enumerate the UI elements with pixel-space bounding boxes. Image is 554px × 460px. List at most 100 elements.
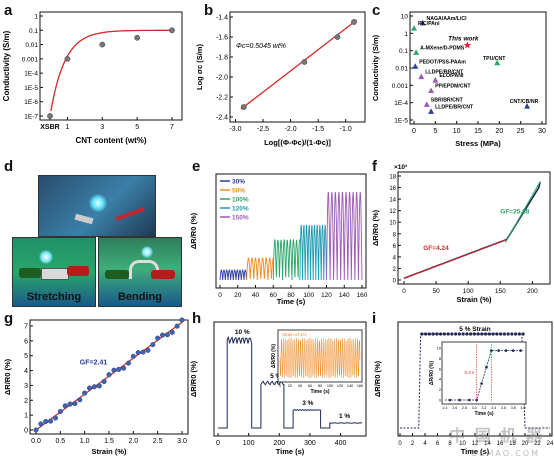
inset-x-tick-label: 40 bbox=[298, 384, 302, 388]
data-point bbox=[442, 332, 446, 336]
legend-label: 150% bbox=[232, 215, 249, 222]
legend-label: 100% bbox=[232, 197, 249, 204]
data-point bbox=[439, 332, 443, 336]
inset-x-tick-label: 3.2 bbox=[482, 406, 487, 410]
y-tick-label: -1.4 bbox=[216, 15, 228, 22]
x-tick-label: 30 bbox=[538, 128, 546, 135]
photo-stretching: Stretching bbox=[12, 237, 96, 307]
inset-point bbox=[511, 349, 515, 352]
inset-y-tick-label: 10 bbox=[437, 347, 441, 351]
x-tick-label: 4 bbox=[423, 441, 427, 447]
data-point bbox=[431, 332, 435, 336]
y-axis-label: ΔR/R0 (%) bbox=[373, 360, 382, 397]
x-tick-label: -2.0 bbox=[285, 126, 297, 133]
x-tick-label: 140 bbox=[339, 292, 350, 299]
inset-x-label: Time (s) bbox=[474, 411, 493, 417]
triangle-marker bbox=[524, 103, 531, 109]
x-axis-label: Stress (MPa) bbox=[455, 139, 501, 148]
x-tick-label: 2 bbox=[411, 441, 415, 447]
inset-x-tick-label: 160 bbox=[357, 384, 363, 388]
data-point bbox=[469, 332, 473, 336]
data-point bbox=[510, 332, 514, 336]
glow-icon bbox=[141, 246, 153, 258]
data-point bbox=[465, 332, 469, 336]
annotation-10pct: 10 % bbox=[235, 329, 250, 336]
x-tick-label: 0 bbox=[218, 292, 222, 299]
clip-red-icon bbox=[151, 270, 175, 279]
legend-label: 120% bbox=[232, 206, 249, 213]
x-tick-label: 200 bbox=[527, 288, 538, 295]
x-tick-label: 100 bbox=[463, 288, 474, 295]
y-tick-label: 1E-4 bbox=[394, 100, 408, 107]
data-point bbox=[116, 366, 122, 372]
inset-line bbox=[279, 337, 361, 379]
y-axis-label: ΔR/R0 (%) bbox=[189, 360, 198, 397]
triangle-marker bbox=[423, 101, 430, 107]
data-point bbox=[446, 332, 450, 336]
inset-x-tick-label: 3.8 bbox=[511, 406, 516, 410]
chart-b: -3.0 -2.5 -2.0 -1.5 -1.0 -2.4 -2.2 -2.0 -1.8 -1.6… bbox=[195, 11, 366, 147]
series-line-30% bbox=[219, 268, 248, 281]
legend-label: 30% bbox=[232, 179, 245, 186]
clip-green-icon bbox=[19, 268, 41, 278]
chart-f: 0 50 100 150 200 0 2 4 6 8 10 12 14 16 18 ×10³ GF=4.24 GF… bbox=[371, 164, 551, 304]
x-tick-label: 25 bbox=[517, 128, 525, 135]
triangle-marker bbox=[413, 49, 420, 55]
x-tick-label: 3.0 bbox=[177, 438, 187, 445]
y-tick-label: 10 bbox=[401, 14, 409, 21]
x-tick-label: 400 bbox=[335, 440, 347, 447]
y-tick-label: 0.01 bbox=[395, 66, 408, 73]
data-point bbox=[150, 342, 156, 348]
x-tick-label: 16 bbox=[497, 441, 504, 447]
x-tick-label: 6 bbox=[436, 441, 440, 447]
data-point bbox=[96, 383, 102, 389]
x-tick-label: XSBR bbox=[40, 124, 59, 131]
data-point bbox=[179, 317, 185, 323]
y-tick-label: 1E-6 bbox=[24, 99, 38, 106]
point-label: ELO/PANI bbox=[439, 73, 464, 79]
point-label: PIC/PAni bbox=[418, 21, 440, 27]
y-tick-label: 1 bbox=[404, 31, 408, 38]
data-point bbox=[125, 360, 131, 366]
inset-point bbox=[485, 365, 488, 369]
photo-led-circuit bbox=[38, 175, 156, 237]
series-line-120% bbox=[299, 224, 327, 281]
x-tick-label: 2.5 bbox=[153, 438, 163, 445]
data-point bbox=[424, 332, 428, 336]
panel-label-c: c bbox=[372, 2, 381, 19]
inset-x-tick-label: 2.4 bbox=[443, 406, 448, 410]
inset-point bbox=[504, 349, 508, 352]
y-tick-label: 2 bbox=[24, 398, 28, 405]
fit-line-high bbox=[504, 181, 541, 243]
data-point bbox=[435, 332, 439, 336]
data-point bbox=[91, 384, 97, 390]
x-axis-label: Time (s) bbox=[277, 297, 306, 306]
x-axis-label: Time (s) bbox=[276, 447, 305, 456]
x-tick-label: 3 bbox=[100, 124, 104, 131]
y-axis-label: ΔR/R0 (%) bbox=[189, 212, 198, 249]
inset-point bbox=[519, 349, 522, 352]
data-point bbox=[491, 332, 495, 336]
plot-frame bbox=[39, 11, 183, 121]
triangle-marker bbox=[432, 77, 439, 83]
x-tick-label: 120 bbox=[321, 292, 332, 299]
y-tick-label: 6 bbox=[24, 338, 28, 345]
point-label: A-MXene/D-PDMS bbox=[420, 45, 465, 51]
x-tick-label: 14 bbox=[484, 441, 491, 447]
data-point bbox=[48, 418, 54, 424]
x-tick-label: 300 bbox=[304, 440, 316, 447]
point-label: This work bbox=[448, 35, 479, 42]
clip-green-icon bbox=[105, 270, 129, 279]
inset-y-label: ΔR/R0 (%) bbox=[429, 361, 435, 385]
y-tick-label: 16 bbox=[389, 186, 396, 192]
inset-x-tick-label: 3.4 bbox=[491, 406, 496, 410]
x-tick-label: 10 bbox=[453, 128, 461, 135]
x-axis-label: Strain (%) bbox=[456, 295, 492, 304]
y-tick-label: 14 bbox=[389, 198, 396, 204]
x-tick-label: 60 bbox=[270, 292, 278, 299]
y-tick-label: 12 bbox=[389, 209, 396, 215]
x-tick-label: 7 bbox=[170, 124, 174, 131]
y-tick-label: 2 bbox=[393, 267, 397, 273]
data-point bbox=[476, 332, 480, 336]
